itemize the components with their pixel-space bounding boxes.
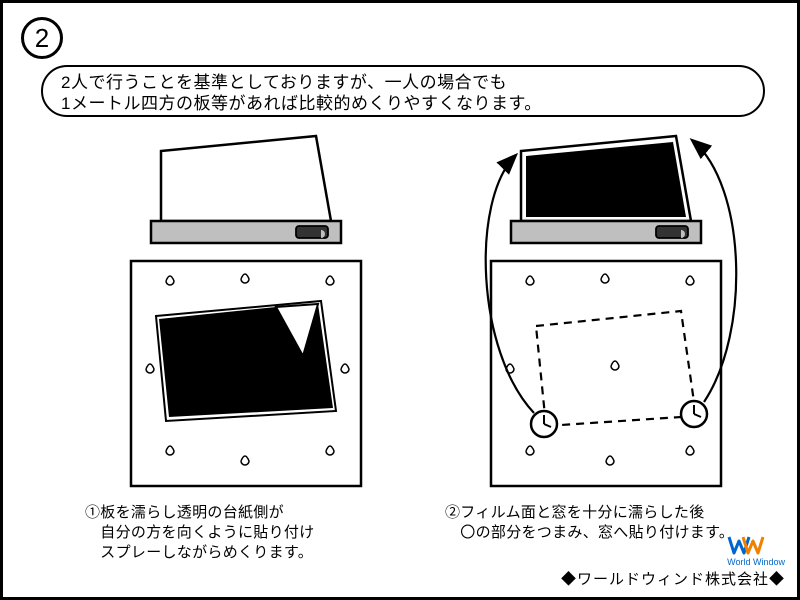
ww-logo-icon <box>727 535 767 557</box>
footer-brand: World Window <box>727 557 785 567</box>
panel-left <box>71 131 411 501</box>
car-window-icon <box>151 136 341 243</box>
board-empty-icon <box>491 261 721 486</box>
caption-left: ①板を濡らし透明の台紙側が 自分の方を向くように貼り付け スプレーしながらめくり… <box>85 503 405 563</box>
caption-left-l3: スプレーしながらめくります。 <box>85 543 405 563</box>
step-number-badge: 2 <box>21 17 63 59</box>
caption-left-l2: 自分の方を向くように貼り付け <box>85 523 405 543</box>
page-frame: 2 2人で行うことを基準としておりますが、一人の場合でも 1メートル四方の板等が… <box>0 0 800 600</box>
board-icon <box>131 261 361 486</box>
left-illustration <box>71 131 411 501</box>
car-window-filled-icon <box>511 136 701 243</box>
footer-logo: World Window <box>727 535 785 567</box>
step-number: 2 <box>35 23 49 54</box>
instruction-note: 2人で行うことを基準としておりますが、一人の場合でも 1メートル四方の板等があれ… <box>41 65 765 117</box>
caption-right-l2: 〇の部分をつまみ、窓へ貼り付けます。 <box>445 523 765 543</box>
note-line2: 1メートル四方の板等があれば比較的めくりやすくなります。 <box>61 93 745 114</box>
note-line1: 2人で行うことを基準としておりますが、一人の場合でも <box>61 72 745 93</box>
caption-right-l1: ②フィルム面と窓を十分に濡らした後 <box>445 503 765 523</box>
caption-left-l1: ①板を濡らし透明の台紙側が <box>85 503 405 523</box>
footer-company: ◆ワールドウィンド株式会社◆ <box>561 568 785 589</box>
right-illustration <box>431 131 771 501</box>
caption-right: ②フィルム面と窓を十分に濡らした後 〇の部分をつまみ、窓へ貼り付けます。 <box>445 503 765 543</box>
panel-right <box>431 131 771 501</box>
